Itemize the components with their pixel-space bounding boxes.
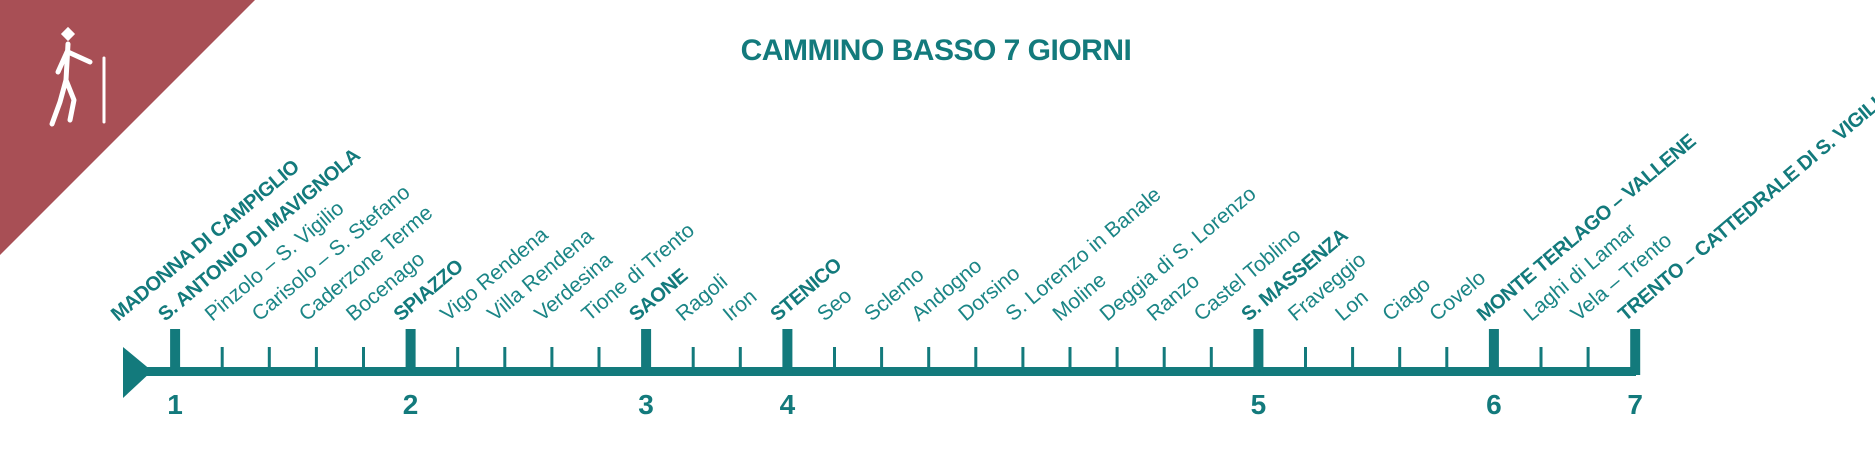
minor-tick <box>314 347 318 373</box>
major-tick <box>1253 329 1264 375</box>
day-number: 4 <box>780 389 796 420</box>
minor-tick <box>738 347 742 373</box>
stop-label: Ciago <box>1378 273 1435 326</box>
major-tick <box>405 329 416 375</box>
minor-tick <box>456 347 460 373</box>
day-number: 6 <box>1486 389 1502 420</box>
day-number: 5 <box>1251 389 1267 420</box>
minor-tick <box>1068 347 1072 373</box>
minor-tick <box>267 347 271 373</box>
minor-tick <box>691 347 695 373</box>
day-number: 3 <box>638 389 654 420</box>
minor-tick <box>1115 347 1119 373</box>
major-tick <box>641 329 652 375</box>
minor-tick <box>1398 347 1402 373</box>
day-number: 1 <box>167 389 183 420</box>
day-number: 2 <box>403 389 419 420</box>
minor-tick <box>833 347 836 373</box>
minor-tick <box>880 347 884 373</box>
minor-tick <box>927 347 931 373</box>
minor-tick <box>1021 347 1025 373</box>
minor-tick <box>597 347 601 373</box>
major-tick <box>782 329 793 375</box>
minor-tick <box>1162 347 1166 373</box>
minor-tick <box>1445 347 1449 373</box>
minor-tick <box>550 347 554 373</box>
major-tick <box>170 329 181 375</box>
title: CAMMINO BASSO 7 GIORNI <box>741 34 1132 67</box>
day-number: 7 <box>1627 389 1643 420</box>
minor-tick <box>220 347 224 373</box>
minor-tick <box>1586 347 1590 373</box>
minor-tick <box>1351 347 1355 373</box>
minor-tick <box>362 347 365 373</box>
minor-tick <box>1209 347 1213 373</box>
minor-tick <box>974 347 978 373</box>
minor-tick <box>1304 347 1307 373</box>
stop-label-major: TRENTO – CATTEDRALE DI S. VIGILIO <box>1614 84 1875 326</box>
major-tick <box>1630 329 1641 375</box>
minor-tick <box>503 347 507 373</box>
major-tick <box>1488 329 1499 375</box>
minor-tick <box>1539 347 1543 373</box>
